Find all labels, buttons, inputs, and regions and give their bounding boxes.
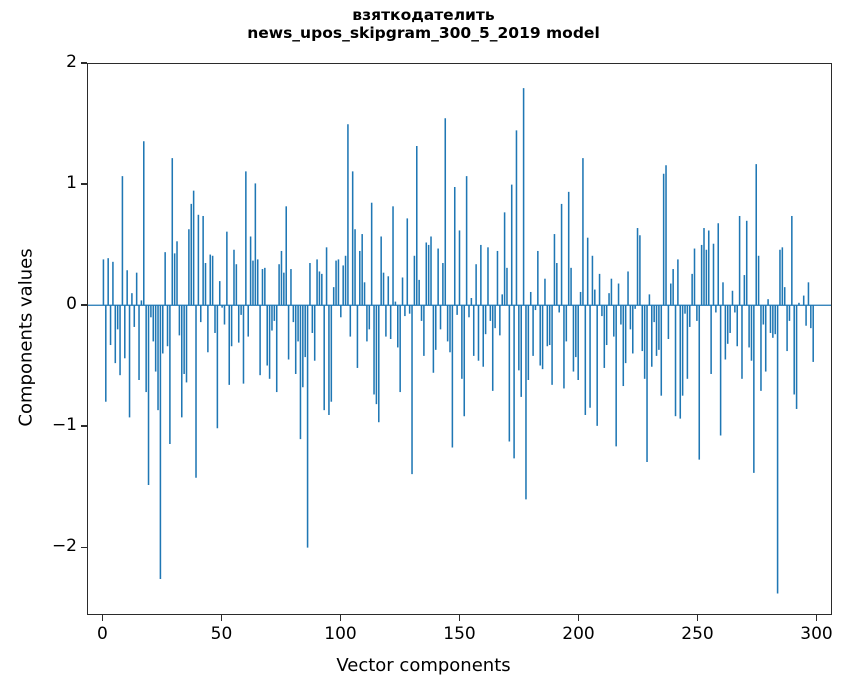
- x-tick-label: 150: [443, 624, 476, 644]
- x-tick-mark: [458, 615, 461, 621]
- y-tick-label: −2: [51, 536, 77, 557]
- x-tick-label: 250: [681, 624, 714, 644]
- y-tick-mark: [81, 62, 87, 64]
- x-tick-mark: [339, 615, 342, 621]
- x-axis-label: Vector components: [336, 655, 511, 676]
- x-tick-mark: [696, 615, 699, 621]
- x-tick-mark: [815, 615, 818, 621]
- y-tick-label: 0: [66, 294, 77, 315]
- y-tick-mark: [81, 546, 87, 548]
- y-tick-mark: [81, 425, 87, 427]
- chart-title-line-2: news_upos_skipgram_300_5_2019 model: [247, 24, 600, 43]
- x-tick-label: 100: [324, 624, 357, 644]
- y-tick-mark: [81, 183, 87, 185]
- y-tick-mark: [81, 304, 87, 306]
- x-tick-label: 300: [800, 624, 833, 644]
- x-tick-mark: [101, 615, 104, 621]
- y-tick-label: 2: [66, 52, 77, 72]
- y-tick-label: 1: [66, 173, 77, 194]
- stem-plot-canvas: [88, 88, 831, 594]
- x-tick-mark: [220, 615, 223, 621]
- x-tick-mark: [577, 615, 580, 621]
- x-tick-label: 0: [97, 624, 108, 644]
- y-tick-label: −1: [51, 415, 77, 436]
- plot-area: [87, 63, 832, 615]
- x-tick-label: 50: [210, 624, 233, 644]
- stem-series: [102, 88, 814, 594]
- chart-title-line-1: взяткодателить: [352, 6, 495, 24]
- chart-title: взяткодателить news_upos_skipgram_300_5_…: [0, 6, 847, 43]
- x-tick-label: 200: [562, 624, 595, 644]
- y-axis-label: Components values: [15, 248, 37, 427]
